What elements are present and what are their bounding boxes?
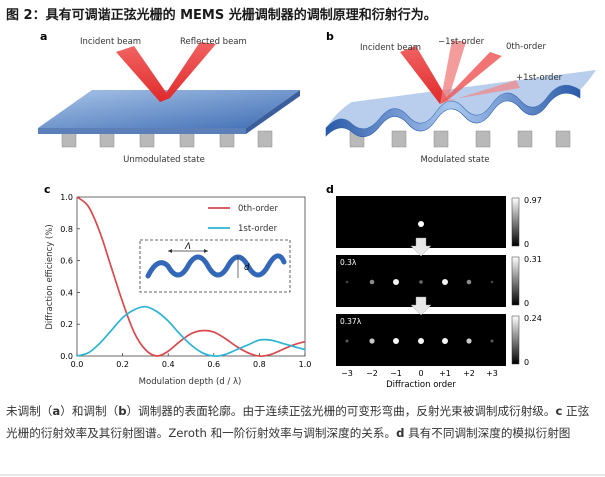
caption-text: 具有不同调制深度的模拟衍射图 [404, 426, 571, 440]
colorbar-3 [511, 315, 520, 365]
incident-beam-a [116, 46, 170, 102]
inset-period-label: Λ [184, 242, 191, 252]
reflected-beam-a [160, 42, 216, 102]
x-tick-label: 0.4 [162, 360, 175, 369]
flat-mirror-plate [38, 90, 300, 128]
x-tick-label: 0.6 [207, 360, 220, 369]
panel-a-label: a [40, 30, 47, 43]
caption-ref-d: d [396, 426, 405, 440]
incident-label-a: Incident beam [80, 37, 141, 47]
caption-text: 未调制（ [6, 404, 53, 418]
row2-depth-label: 0.3λ [340, 258, 357, 267]
caption-text: ）和调制（ [60, 404, 119, 418]
order-tick: +3 [486, 369, 498, 378]
legend-label-1st: 1st-order [238, 224, 278, 234]
panel-d-label: d [326, 183, 334, 196]
legend-label-0th: 0th-order [238, 204, 279, 214]
order-tick: −2 [366, 369, 378, 378]
order-tick: −1 [390, 369, 402, 378]
diffraction-order-label: Diffraction order [386, 380, 456, 390]
row1-order-0-spot [418, 221, 424, 227]
caption-ref-c: c [555, 404, 563, 418]
panel-c: c 0.0 0.2 0.4 0.6 0.8 1.0 0.0 0.2 0.4 0.6 0.8 1.0 M… [44, 183, 311, 387]
colorbar-1 [511, 197, 520, 247]
row3-spots [345, 338, 494, 344]
panel-a: a Incident beam Reflected beam Unmodulat… [38, 30, 300, 165]
caption-text: 正弦光栅的衍射效率及其衍射图谱。Zeroth 和一阶衍射效率与调制深度的关系。 [6, 404, 590, 440]
order-tick: +1 [439, 369, 451, 378]
colorbar-2-max: 0.31 [524, 255, 542, 264]
series-line-1st-order [76, 305, 306, 357]
y-tick-label: 0.4 [60, 288, 73, 297]
grating-top-face [326, 70, 596, 129]
y-tick-label: 0.8 [60, 225, 73, 234]
diffraction-order-ticks: −3 −2 −1 0 +1 +2 +3 [341, 369, 498, 378]
y-tick-label: 1.0 [60, 193, 73, 202]
inset-arrowhead-left [168, 249, 172, 253]
incident-label-b: Incident beam [360, 43, 421, 53]
y-tick-label: 0.0 [60, 352, 73, 361]
colorbar-1-min: 0 [524, 240, 529, 249]
minus1-order-beam [440, 40, 466, 104]
unmodulated-state-label: Unmodulated state [123, 155, 205, 165]
down-arrow-1 [410, 237, 432, 257]
inset-arrowhead-right [204, 249, 208, 253]
figure-title: 图 2：具有可调谐正弦光栅的 MEMS 光栅调制器的调制原理和衍射行为。 [6, 8, 437, 23]
chart-plot-frame [76, 196, 306, 357]
panel-b-pillars [349, 130, 571, 148]
colorbars: 0.97 0 0.31 0 0.24 0 [511, 196, 542, 367]
caption-ref-b: b [118, 404, 127, 418]
down-arrow-2 [410, 296, 432, 316]
chart-x-axis-label: Modulation depth (d / λ) [139, 377, 242, 387]
inset-depth-label: d [244, 263, 250, 273]
y-tick-label: 0.2 [60, 320, 73, 329]
colorbar-2 [511, 256, 520, 306]
x-tick-label: 1.0 [299, 360, 312, 369]
minus1-order-label: −1st-order [438, 37, 485, 47]
x-tick-label: 0.0 [71, 360, 84, 369]
chart-y-axis-label: Diffraction efficiency (%) [45, 224, 55, 329]
colorbar-2-min: 0 [524, 299, 529, 308]
chart-series [76, 196, 306, 357]
panel-d: d 0.3λ 0.37λ [326, 183, 542, 390]
figure-caption: 未调制（a）和调制（b）调制器的表面轮廓。由于连续正弦光栅的可变形弯曲，反射光束… [6, 400, 599, 444]
row2-spots [345, 279, 494, 285]
panel-b-label: b [326, 30, 334, 43]
reflected-label-a: Reflected beam [180, 37, 247, 47]
y-tick-label: 0.6 [60, 257, 73, 266]
colorbar-1-max: 0.97 [524, 196, 542, 205]
order-tick: 0 [418, 369, 423, 378]
grating-inset: Λ d [139, 239, 291, 293]
zero-order-label: 0th-order [506, 42, 547, 52]
panel-a-pillars [61, 130, 273, 148]
row3-depth-label: 0.37λ [340, 317, 362, 326]
plus1-order-label: +1st-order [516, 73, 563, 83]
flat-mirror-edge [38, 128, 246, 134]
chart-axes: 0.0 0.2 0.4 0.6 0.8 1.0 0.0 0.2 0.4 0.6 0.8 1.0 [60, 193, 311, 369]
bottom-divider [0, 474, 605, 476]
order-tick: −3 [341, 369, 353, 378]
flat-mirror-side [246, 90, 300, 134]
colorbar-3-min: 0 [524, 358, 529, 367]
caption-text: ）调制器的表面轮廓。由于连续正弦光栅的可变形弯曲，反射光束被调制成衍射级。 [126, 404, 556, 418]
x-tick-label: 0.2 [116, 360, 129, 369]
panel-b: b Incident beam −1st-order 0th-order +1s… [325, 30, 596, 165]
zero-order-beam [440, 52, 502, 104]
x-tick-label: 0.8 [253, 360, 266, 369]
inset-sine-wave [145, 253, 287, 279]
caption-ref-a: a [52, 404, 61, 418]
incident-beam-b [400, 46, 448, 104]
modulated-state-label: Modulated state [420, 155, 489, 165]
series-line-0th-order [76, 196, 306, 357]
colorbar-3-max: 0.24 [524, 314, 542, 323]
chart-legend: 0th-order 1st-order [208, 204, 279, 234]
panel-c-label: c [44, 183, 51, 196]
order-tick: +2 [463, 369, 475, 378]
plus1-order-beam [440, 80, 520, 104]
